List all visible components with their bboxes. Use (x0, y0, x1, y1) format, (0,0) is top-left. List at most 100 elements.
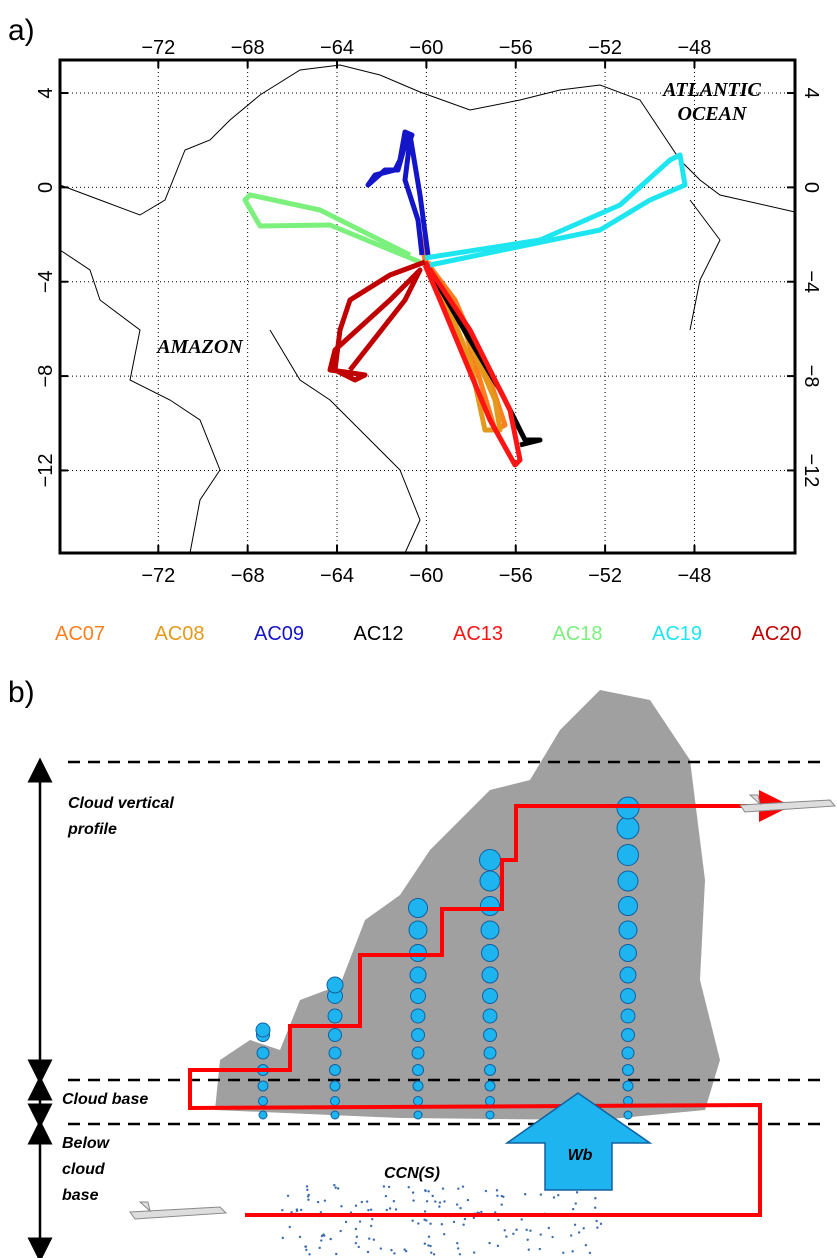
aerosol (423, 1210, 427, 1213)
aerosol (431, 1194, 434, 1198)
aerosol (547, 1226, 550, 1230)
aerosol (372, 1238, 376, 1241)
aerosol (427, 1235, 431, 1238)
droplet (620, 1008, 636, 1024)
label-line: base (62, 1187, 99, 1204)
droplet (484, 1080, 496, 1092)
aerosol (523, 1193, 527, 1196)
aerosol (403, 1248, 406, 1251)
droplet (410, 1008, 426, 1024)
label-line: Cloud base (62, 1091, 148, 1108)
aerosol (458, 1253, 462, 1256)
aerosol (412, 1199, 415, 1202)
levels (68, 760, 828, 1126)
aerosol (539, 1193, 543, 1196)
aerosol (290, 1211, 293, 1214)
aerosol (308, 1253, 311, 1256)
aerosol (320, 1234, 324, 1238)
flight-track (242, 192, 421, 265)
lon-tick-label: −64 (320, 565, 354, 587)
border (59, 249, 221, 554)
aerosol (371, 1217, 374, 1221)
lon-tick-label: −56 (499, 37, 533, 59)
aerosol (369, 1224, 373, 1228)
aerosol (329, 1237, 332, 1241)
aerosol (538, 1247, 542, 1251)
droplet (411, 1028, 425, 1042)
aerosol (281, 1236, 284, 1240)
aerosol (340, 1205, 343, 1208)
label-line: Wb (568, 1147, 593, 1164)
schematic: b) Cloud vertical profile Cloud base Below c… (8, 676, 837, 1258)
aerosol (496, 1244, 500, 1248)
aerosol (466, 1198, 470, 1202)
lat-tick-label: −8 (800, 365, 822, 388)
aerosol (404, 1250, 408, 1253)
aerosol (411, 1191, 415, 1194)
aerosol (295, 1208, 299, 1211)
droplet (257, 1080, 269, 1092)
droplet (481, 966, 499, 984)
droplet (328, 1028, 342, 1042)
droplet (621, 1046, 635, 1060)
aerosol (573, 1223, 577, 1226)
aerosol (425, 1200, 429, 1203)
diagram-label: CCN(S) (384, 1165, 440, 1182)
aerosol (497, 1218, 500, 1222)
aerosol (304, 1245, 307, 1248)
lon-tick-label: −48 (677, 37, 711, 59)
annotation-line: OCEAN (678, 103, 748, 125)
flight-path (188, 790, 791, 1110)
border (269, 329, 421, 554)
aerosol (452, 1220, 456, 1224)
aerosol (354, 1204, 358, 1207)
aerosol (427, 1190, 430, 1193)
aerosol (318, 1246, 321, 1250)
airplanes (129, 794, 837, 1220)
lon-tick-label: −48 (677, 565, 711, 587)
aerosol (307, 1198, 310, 1201)
aerosol (305, 1248, 308, 1252)
aerosol (367, 1208, 370, 1212)
aerosol (455, 1203, 459, 1206)
flight-track (422, 260, 523, 468)
droplet (479, 870, 501, 892)
aerosol (365, 1200, 369, 1203)
droplet (619, 966, 637, 984)
aerosol (456, 1247, 460, 1250)
aerosol (423, 1218, 426, 1221)
aerosol (298, 1235, 302, 1239)
updraft-arrow (504, 1092, 653, 1191)
border (689, 199, 721, 331)
lat-tick-label: 0 (35, 182, 57, 193)
droplet (482, 1008, 498, 1024)
aerosol (462, 1223, 465, 1226)
aerosol (429, 1222, 432, 1225)
aerosol (500, 1203, 503, 1206)
aerosol (596, 1226, 599, 1229)
droplet (481, 944, 499, 962)
aerosol (484, 1189, 488, 1193)
aerosol (443, 1200, 446, 1203)
legend-entry: AC09 (254, 623, 304, 645)
lat-tick-label: 4 (800, 87, 822, 98)
lat-tick-label: −12 (800, 453, 822, 487)
aerosol (379, 1247, 382, 1250)
aerosol (529, 1229, 532, 1232)
droplet (483, 1046, 497, 1060)
aerosol (368, 1237, 371, 1240)
aerosol (323, 1199, 327, 1202)
aerosol (286, 1194, 290, 1198)
legend-entry: AC20 (751, 623, 801, 645)
lon-tick-label: −64 (320, 37, 354, 59)
lon-tick-label: −56 (499, 565, 533, 587)
legend-entry: AC08 (154, 623, 204, 645)
lat-tick-label: −12 (35, 453, 57, 487)
droplet (328, 1046, 342, 1060)
aerosol (575, 1191, 579, 1194)
lat-tick-label: −4 (35, 270, 57, 293)
aerosol (495, 1189, 499, 1192)
aerosol (354, 1241, 358, 1245)
aerosol (584, 1244, 588, 1247)
